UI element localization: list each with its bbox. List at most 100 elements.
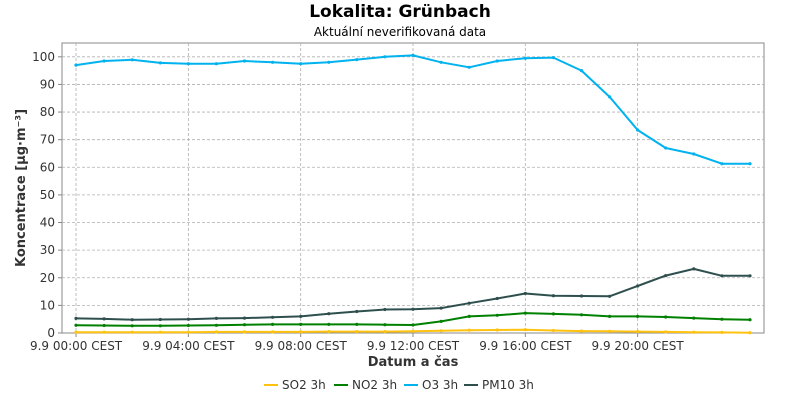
x-axis-label: Datum a čas bbox=[368, 355, 459, 370]
data-point-so2-3h bbox=[130, 330, 134, 334]
data-point-no2-3h bbox=[495, 313, 499, 317]
data-point-o3-3h bbox=[495, 59, 499, 63]
data-point-o3-3h bbox=[439, 60, 443, 64]
chart-subtitle: Aktuální neverifikovaná data bbox=[314, 25, 486, 39]
legend-item-o3-3h: O3 3h bbox=[404, 378, 458, 392]
data-point-pm10-3h bbox=[242, 316, 247, 320]
legend-label: SO2 3h bbox=[282, 378, 326, 392]
y-tick-label: 30 bbox=[40, 243, 55, 257]
data-point-o3-3h bbox=[748, 162, 752, 166]
data-point-o3-3h bbox=[158, 61, 162, 65]
data-point-so2-3h bbox=[186, 330, 190, 334]
x-axis-ticks: 9.9 00:00 CEST 9.9 04:00 CEST 9.9 08:00 CE… bbox=[30, 333, 684, 353]
data-point-o3-3h bbox=[271, 60, 275, 64]
data-point-so2-3h bbox=[383, 330, 387, 334]
data-point-o3-3h bbox=[74, 63, 78, 67]
data-point-no2-3h bbox=[411, 323, 415, 327]
data-point-pm10-3h bbox=[411, 307, 415, 311]
data-point-pm10-3h bbox=[439, 306, 443, 310]
data-point-pm10-3h bbox=[186, 317, 190, 321]
data-point-o3-3h bbox=[608, 95, 612, 99]
legend-item-so2-3h: SO2 3h bbox=[264, 378, 326, 392]
data-point-so2-3h bbox=[158, 330, 162, 334]
data-point-pm10-3h bbox=[692, 267, 696, 271]
data-point-so2-3h bbox=[242, 330, 247, 334]
legend-label: NO2 3h bbox=[352, 378, 397, 392]
series-lines bbox=[74, 53, 752, 335]
data-point-so2-3h bbox=[327, 330, 331, 334]
data-point-o3-3h bbox=[214, 62, 218, 66]
data-point-o3-3h bbox=[720, 162, 724, 166]
data-point-no2-3h bbox=[271, 322, 275, 326]
y-axis-ticks: 0 10 20 30 40 50 60 70 80 90 100 bbox=[32, 50, 62, 340]
y-tick-label: 10 bbox=[40, 298, 55, 312]
x-tick-label: 9.9 08:00 CEST bbox=[255, 339, 348, 353]
data-point-o3-3h bbox=[523, 56, 527, 60]
data-point-pm10-3h bbox=[130, 318, 134, 322]
data-point-no2-3h bbox=[608, 314, 612, 318]
data-point-pm10-3h bbox=[551, 294, 556, 298]
data-point-o3-3h bbox=[551, 56, 556, 60]
data-point-so2-3h bbox=[579, 329, 584, 333]
data-point-pm10-3h bbox=[467, 301, 471, 305]
chart-title: Lokalita: Grünbach bbox=[309, 2, 491, 22]
data-point-pm10-3h bbox=[608, 294, 612, 298]
data-point-so2-3h bbox=[636, 330, 640, 334]
data-point-no2-3h bbox=[551, 312, 556, 316]
data-point-o3-3h bbox=[579, 69, 584, 73]
data-point-pm10-3h bbox=[214, 316, 218, 320]
data-point-o3-3h bbox=[383, 55, 387, 59]
y-tick-label: 40 bbox=[40, 216, 55, 230]
data-point-pm10-3h bbox=[383, 307, 387, 312]
data-point-pm10-3h bbox=[636, 284, 640, 288]
data-point-pm10-3h bbox=[523, 291, 527, 296]
data-point-pm10-3h bbox=[299, 314, 303, 318]
legend-item-no2-3h: NO2 3h bbox=[334, 378, 397, 392]
data-point-pm10-3h bbox=[664, 274, 668, 278]
data-point-no2-3h bbox=[748, 318, 752, 322]
data-point-no2-3h bbox=[383, 323, 387, 327]
data-point-pm10-3h bbox=[748, 274, 752, 278]
y-axis-label: Koncentrace [µg·m⁻³] bbox=[14, 109, 29, 267]
data-point-o3-3h bbox=[242, 59, 247, 63]
data-point-o3-3h bbox=[299, 62, 303, 66]
data-point-no2-3h bbox=[523, 311, 527, 315]
data-point-so2-3h bbox=[271, 330, 275, 334]
x-tick-label: 9.9 04:00 CEST bbox=[142, 339, 235, 353]
data-point-no2-3h bbox=[242, 323, 247, 327]
data-point-no2-3h bbox=[720, 317, 724, 321]
y-tick-label: 60 bbox=[40, 160, 55, 174]
data-point-so2-3h bbox=[214, 330, 218, 334]
data-point-so2-3h bbox=[748, 331, 752, 335]
data-point-no2-3h bbox=[74, 323, 78, 327]
data-point-so2-3h bbox=[608, 329, 612, 333]
legend-item-pm10-3h: PM10 3h bbox=[464, 378, 534, 392]
y-tick-label: 20 bbox=[40, 271, 55, 285]
data-point-so2-3h bbox=[495, 328, 499, 332]
y-tick-label: 100 bbox=[32, 50, 55, 64]
data-point-pm10-3h bbox=[158, 317, 162, 322]
data-point-pm10-3h bbox=[495, 296, 499, 301]
data-point-no2-3h bbox=[327, 322, 331, 326]
data-point-o3-3h bbox=[664, 146, 668, 150]
data-point-no2-3h bbox=[579, 313, 584, 317]
legend: SO2 3h NO2 3h O3 3h PM10 3h bbox=[264, 378, 534, 392]
data-point-no2-3h bbox=[102, 323, 106, 328]
data-point-o3-3h bbox=[692, 152, 696, 156]
data-point-no2-3h bbox=[467, 314, 471, 318]
x-tick-label: 9.9 12:00 CEST bbox=[367, 339, 460, 353]
y-tick-label: 90 bbox=[40, 77, 55, 91]
y-tick-label: 80 bbox=[40, 105, 55, 119]
data-point-so2-3h bbox=[664, 330, 668, 334]
data-point-no2-3h bbox=[130, 324, 134, 328]
data-point-pm10-3h bbox=[327, 312, 331, 316]
x-tick-label: 9.9 20:00 CEST bbox=[592, 339, 685, 353]
data-point-so2-3h bbox=[102, 330, 106, 334]
x-tick-label: 9.9 16:00 CEST bbox=[479, 339, 572, 353]
data-point-o3-3h bbox=[102, 59, 106, 63]
data-point-no2-3h bbox=[214, 323, 218, 327]
data-point-o3-3h bbox=[327, 60, 331, 64]
data-point-no2-3h bbox=[186, 323, 190, 328]
data-point-o3-3h bbox=[467, 65, 471, 69]
